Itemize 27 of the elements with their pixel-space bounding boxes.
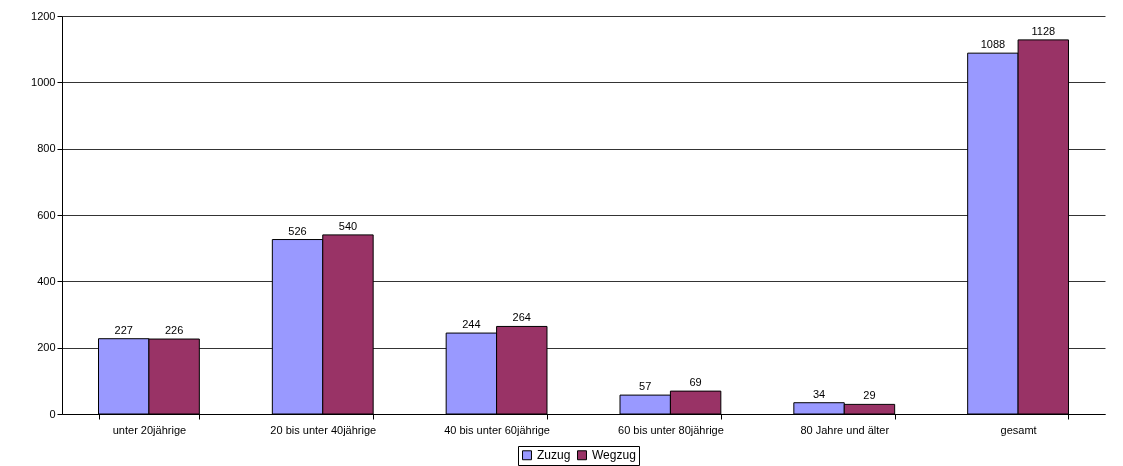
x-tick-label: gesamt [1000,423,1037,436]
data-label: 34 [812,387,826,400]
y-tick-label: 200 [37,341,56,354]
y-tick-label: 400 [37,274,56,287]
data-label: 29 [863,389,876,402]
data-label: 1128 [1031,24,1056,37]
data-label: 226 [164,324,184,337]
legend-label: Wegzug [592,448,636,463]
data-label: 264 [512,311,531,324]
data-label: 526 [288,224,307,237]
data-label: 57 [639,380,652,393]
x-tick-label: 20 bis unter 40jährige [270,423,377,436]
y-tick-label: 1200 [31,9,56,22]
x-tick-label: 40 bis unter 60jährige [444,423,550,436]
x-tick-label: 60 bis unter 80jährige [618,423,724,436]
data-label: 244 [462,318,481,331]
x-tick-label: 80 Jahre und älter [800,423,890,436]
data-label: 227 [114,323,133,336]
y-tick-label: 1000 [31,75,56,88]
x-tick-label: unter 20jährige [112,423,187,436]
y-tick-label: 0 [49,407,56,420]
y-tick-label: 800 [37,142,56,155]
y-tick-label: 600 [37,208,56,221]
data-label: 1088 [980,38,1006,51]
data-label: 69 [689,376,702,389]
data-label: 540 [338,219,358,232]
legend-label: Zuzug [537,448,571,463]
